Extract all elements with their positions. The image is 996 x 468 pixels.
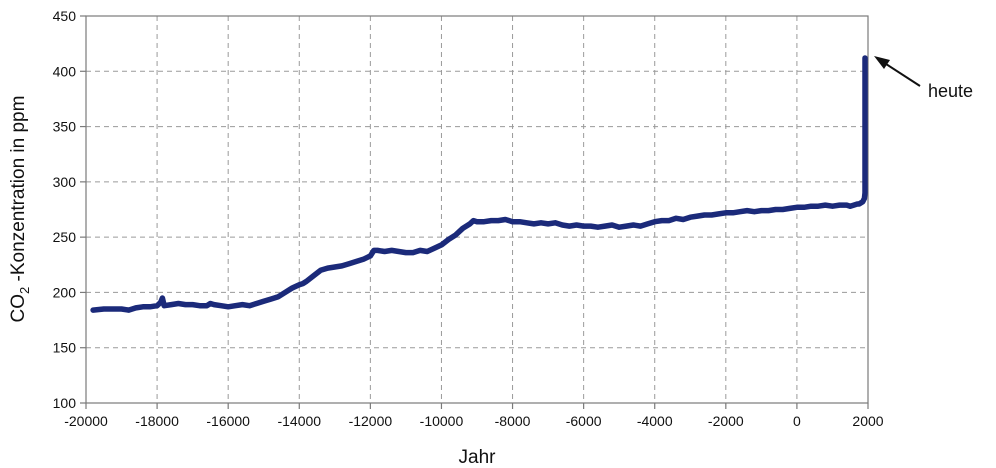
plot-frame	[85, 15, 869, 404]
y-axis-title-rest: -Konzentration in ppm	[8, 96, 29, 287]
x-tick-label: -4000	[637, 413, 673, 429]
x-tick-label: -14000	[277, 413, 321, 429]
x-axis-ticks: -20000 -18000 -16000 -14000 -12000 -10000 -800…	[64, 403, 884, 429]
y-axis-title: CO2 -Konzentration in ppm	[8, 96, 32, 323]
x-tick-label: -8000	[495, 413, 531, 429]
y-tick-label: 200	[53, 284, 77, 300]
y-axis-title-subscript: 2	[17, 287, 32, 294]
x-tick-label: -6000	[566, 413, 602, 429]
y-tick-label: 350	[53, 119, 77, 135]
x-tick-label: -20000	[64, 413, 108, 429]
y-tick-label: 450	[53, 8, 77, 24]
x-tick-label: -12000	[349, 413, 393, 429]
y-tick-label: 300	[53, 174, 77, 190]
x-tick-label: 0	[793, 413, 801, 429]
y-tick-label: 400	[53, 63, 77, 79]
x-tick-label: -10000	[420, 413, 464, 429]
x-tick-label: -16000	[206, 413, 250, 429]
y-tick-label: 150	[53, 340, 77, 356]
x-tick-label: -18000	[135, 413, 179, 429]
y-axis-title-main: CO	[8, 294, 29, 323]
x-tick-label: 2000	[852, 413, 883, 429]
y-axis-ticks: 100 150 200 250 300 350 400 450	[53, 8, 86, 411]
annotation-arrow	[874, 56, 921, 87]
x-tick-label: -2000	[708, 413, 744, 429]
y-tick-label: 250	[53, 229, 77, 245]
annotation-heute: heute	[928, 81, 973, 101]
y-tick-label: 100	[53, 395, 77, 411]
co2-series-line	[90, 55, 868, 313]
x-axis-title: Jahr	[459, 447, 497, 468]
